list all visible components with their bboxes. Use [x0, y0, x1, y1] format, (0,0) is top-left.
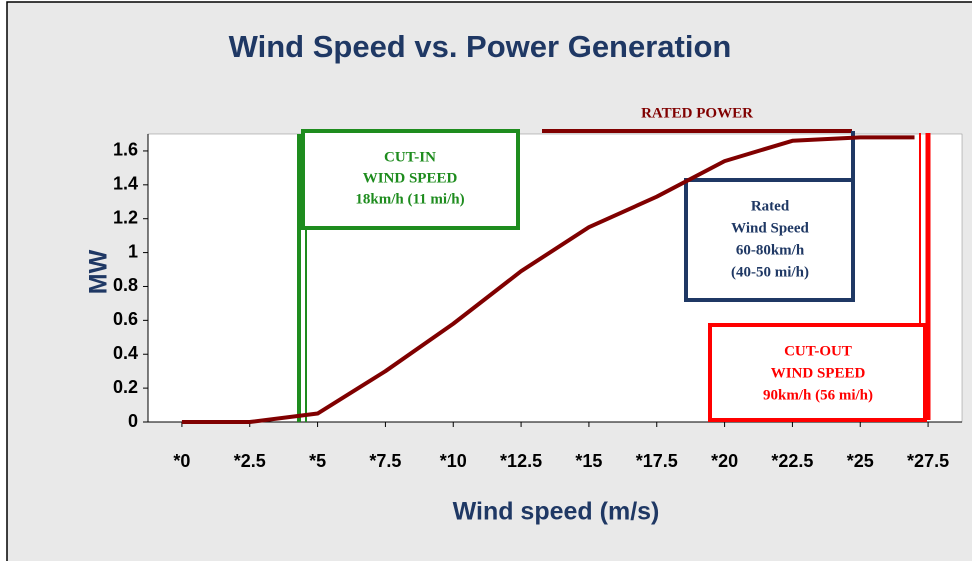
cut-in-box: [301, 129, 520, 230]
y-tick-label: 1: [128, 241, 138, 261]
rated-speed-box: [684, 178, 855, 302]
annotation: 90km/h (56 mi/h): [763, 387, 873, 403]
x-axis-label: Wind speed (m/s): [453, 498, 660, 526]
annotation: CUT-OUT: [784, 343, 852, 359]
y-tick-label: 0.8: [113, 275, 138, 295]
x-tick-label: *27.5: [907, 451, 949, 471]
x-tick-label: *25: [847, 451, 874, 471]
x-tick-label: *22.5: [771, 451, 813, 471]
annotation: 18km/h (11 mi/h): [355, 191, 464, 207]
annotation: Wind Speed: [731, 220, 809, 236]
annotation: (40-50 mi/h): [731, 264, 809, 280]
annotation: WIND SPEED: [363, 170, 458, 186]
x-tick-label: *20: [711, 451, 738, 471]
annotation: CUT-IN: [384, 149, 436, 165]
annotation: Rated: [751, 198, 790, 214]
annotation: RATED POWER: [641, 105, 753, 121]
x-tick-label: *10: [440, 451, 467, 471]
chart-title: Wind Speed vs. Power Generation: [229, 29, 732, 64]
y-tick-label: 0.2: [113, 377, 138, 397]
annotation: WIND SPEED: [771, 365, 866, 381]
y-tick-label: 1.6: [113, 140, 138, 160]
x-tick-label: *2.5: [234, 451, 266, 471]
y-tick-label: 0.4: [113, 343, 138, 363]
y-axis-label: MW: [85, 249, 113, 294]
y-tick-label: 0.6: [113, 309, 138, 329]
y-tick-label: 0: [128, 411, 138, 431]
x-tick-label: *0: [173, 451, 190, 471]
y-tick-label: 1.4: [113, 174, 138, 194]
x-tick-label: *15: [575, 451, 602, 471]
x-tick-label: *12.5: [500, 451, 542, 471]
power-curve: [181, 135, 915, 424]
annotation: 60-80km/h: [736, 242, 805, 258]
x-tick-label: *7.5: [369, 451, 401, 471]
x-tick-label: *5: [309, 451, 326, 471]
x-tick-label: *17.5: [636, 451, 678, 471]
y-tick-label: 1.2: [113, 207, 138, 227]
cut-out-box: [708, 323, 927, 422]
